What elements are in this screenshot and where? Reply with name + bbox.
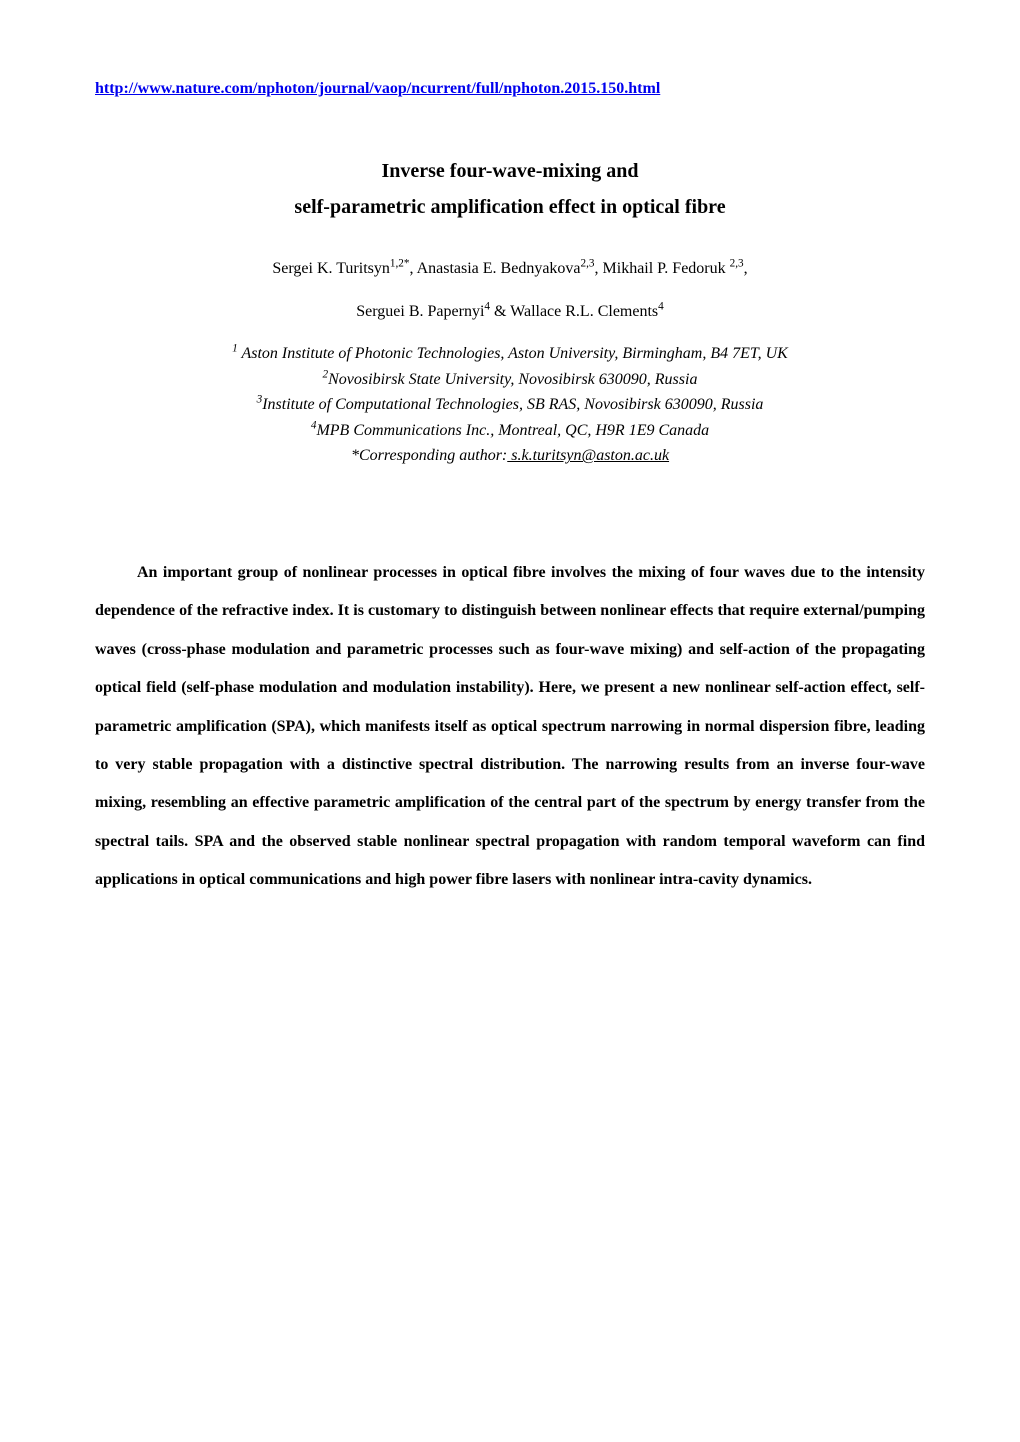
affiliation-3: 3Institute of Computational Technologies…: [95, 392, 925, 418]
author-1: Sergei K. Turitsyn: [272, 260, 390, 277]
author-5: & Wallace R.L. Clements: [490, 303, 658, 320]
affiliation-2: 2Novosibirsk State University, Novosibir…: [95, 367, 925, 393]
affiliation-4-text: MPB Communications Inc., Montreal, QC, H…: [316, 422, 709, 439]
author-4: Serguei B. Papernyi: [356, 303, 484, 320]
corresponding-prefix: *: [351, 447, 359, 464]
paper-title: Inverse four-wave-mixing and self-parame…: [95, 153, 925, 225]
corresponding-author: *Corresponding author: s.k.turitsyn@asto…: [95, 443, 925, 469]
corresponding-label: Corresponding author:: [359, 447, 507, 464]
author-1-affil: 1,2*: [390, 258, 410, 270]
affiliations-block: 1 Aston Institute of Photonic Technologi…: [95, 341, 925, 469]
authors-line-2: Serguei B. Papernyi 4 & Wallace R.L. Clem…: [95, 303, 925, 321]
affiliation-1: 1 Aston Institute of Photonic Technologi…: [95, 341, 925, 367]
author-2-affil: 2,3: [581, 258, 595, 270]
author-3: , Mikhail P. Fedoruk: [595, 260, 730, 277]
author-5-affil: 4: [658, 301, 664, 313]
author-3-affil: 2,3: [730, 258, 744, 270]
title-line-1: Inverse four-wave-mixing and: [95, 153, 925, 189]
affiliation-3-text: Institute of Computational Technologies,…: [262, 396, 763, 413]
title-line-2: self-parametric amplification effect in …: [95, 189, 925, 225]
corresponding-email: s.k.turitsyn@aston.ac.uk: [507, 447, 669, 464]
authors-line1-end: ,: [744, 260, 748, 277]
affiliation-1-text: Aston Institute of Photonic Technologies…: [238, 345, 788, 362]
source-url-link[interactable]: http://www.nature.com/nphoton/journal/va…: [95, 80, 925, 98]
affiliation-4: 4MPB Communications Inc., Montreal, QC, …: [95, 418, 925, 444]
author-2: , Anastasia E. Bednyakova: [409, 260, 580, 277]
authors-line-1: Sergei K. Turitsyn1,2*, Anastasia E. Bed…: [95, 260, 925, 278]
abstract-paragraph: An important group of nonlinear processe…: [95, 554, 925, 900]
affiliation-2-text: Novosibirsk State University, Novosibirs…: [328, 371, 697, 388]
